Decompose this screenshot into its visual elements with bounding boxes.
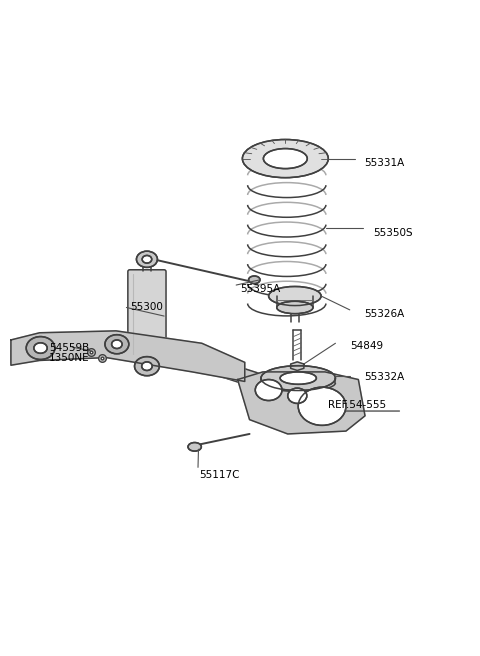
- Ellipse shape: [34, 343, 47, 354]
- Ellipse shape: [264, 148, 307, 169]
- Ellipse shape: [280, 372, 316, 384]
- Text: REF.54-555: REF.54-555: [328, 400, 386, 410]
- Text: 54849: 54849: [350, 341, 383, 351]
- Ellipse shape: [261, 365, 336, 390]
- Text: 55331A: 55331A: [364, 158, 404, 169]
- Text: 54559B: 54559B: [49, 343, 89, 353]
- Polygon shape: [11, 331, 245, 381]
- Text: 55300: 55300: [130, 302, 163, 312]
- Ellipse shape: [136, 251, 157, 268]
- Text: 1350NE: 1350NE: [49, 352, 90, 363]
- Text: 55332A: 55332A: [364, 372, 404, 382]
- Polygon shape: [238, 372, 365, 434]
- Ellipse shape: [112, 340, 122, 348]
- Ellipse shape: [142, 362, 152, 371]
- Ellipse shape: [105, 335, 129, 354]
- Ellipse shape: [277, 301, 313, 314]
- Ellipse shape: [26, 337, 55, 359]
- Ellipse shape: [249, 276, 260, 283]
- Ellipse shape: [269, 287, 321, 306]
- Text: 55350S: 55350S: [373, 228, 413, 237]
- Text: 55326A: 55326A: [364, 309, 404, 319]
- Ellipse shape: [142, 255, 152, 263]
- Ellipse shape: [298, 387, 346, 425]
- Text: 55395A: 55395A: [240, 284, 280, 294]
- Ellipse shape: [288, 388, 307, 403]
- Text: 55117C: 55117C: [199, 470, 240, 480]
- Ellipse shape: [255, 380, 282, 401]
- FancyBboxPatch shape: [128, 270, 166, 359]
- Ellipse shape: [134, 357, 159, 376]
- Polygon shape: [291, 362, 304, 371]
- Polygon shape: [11, 334, 336, 406]
- Ellipse shape: [188, 443, 201, 451]
- Ellipse shape: [242, 140, 328, 178]
